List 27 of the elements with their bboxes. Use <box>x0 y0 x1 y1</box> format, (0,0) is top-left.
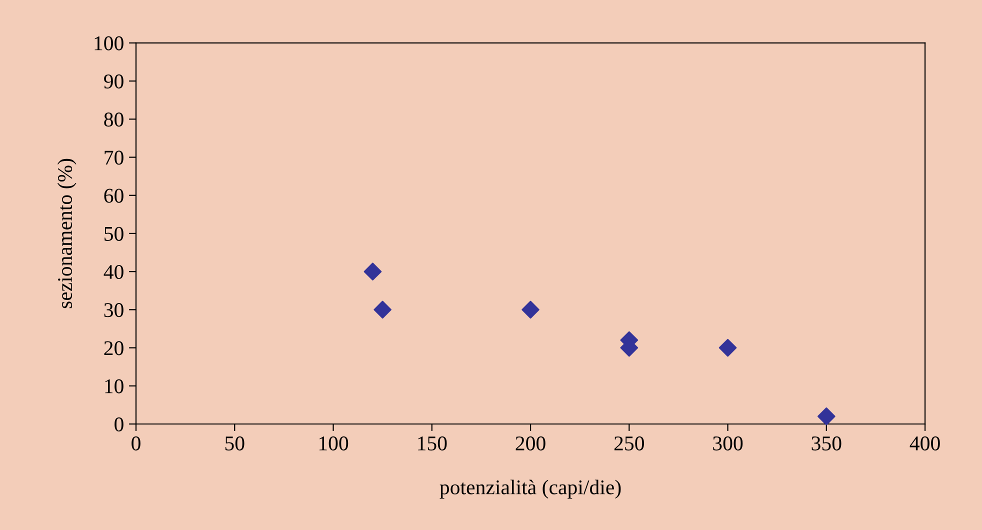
y-tick-label: 100 <box>94 36 124 50</box>
x-tick-label: 150 <box>418 436 447 450</box>
x-tick-label: 100 <box>319 436 348 450</box>
y-axis-title: sezionamento (%) <box>57 158 76 308</box>
y-tick-label: 80 <box>104 112 124 127</box>
x-tick-label: 350 <box>812 436 842 450</box>
y-tick-label: 20 <box>104 341 124 356</box>
x-tick-label: 250 <box>614 436 644 450</box>
y-tick-label: 40 <box>104 264 124 280</box>
point <box>374 300 392 319</box>
y-tick-label: 10 <box>105 379 124 394</box>
y-tick-label: 60 <box>104 188 124 203</box>
x-tick-label: 300 <box>713 436 743 450</box>
y-tick-label: 50 <box>104 226 124 241</box>
y-tick-label: 90 <box>104 74 124 88</box>
x-axis-title: potenzialità (capi/die) <box>440 480 621 499</box>
x-tick-label: 0 <box>132 436 140 450</box>
point <box>718 338 737 357</box>
y-tick-label: 30 <box>104 303 124 318</box>
point <box>364 262 382 280</box>
y-tick-label: 0 <box>114 417 124 432</box>
point <box>522 300 540 319</box>
x-tick-label: 50 <box>225 436 244 450</box>
x-tick-label: 200 <box>516 436 546 450</box>
point <box>818 407 836 426</box>
x-tick-label: 400 <box>910 436 940 450</box>
y-tick-label: 70 <box>104 150 124 165</box>
